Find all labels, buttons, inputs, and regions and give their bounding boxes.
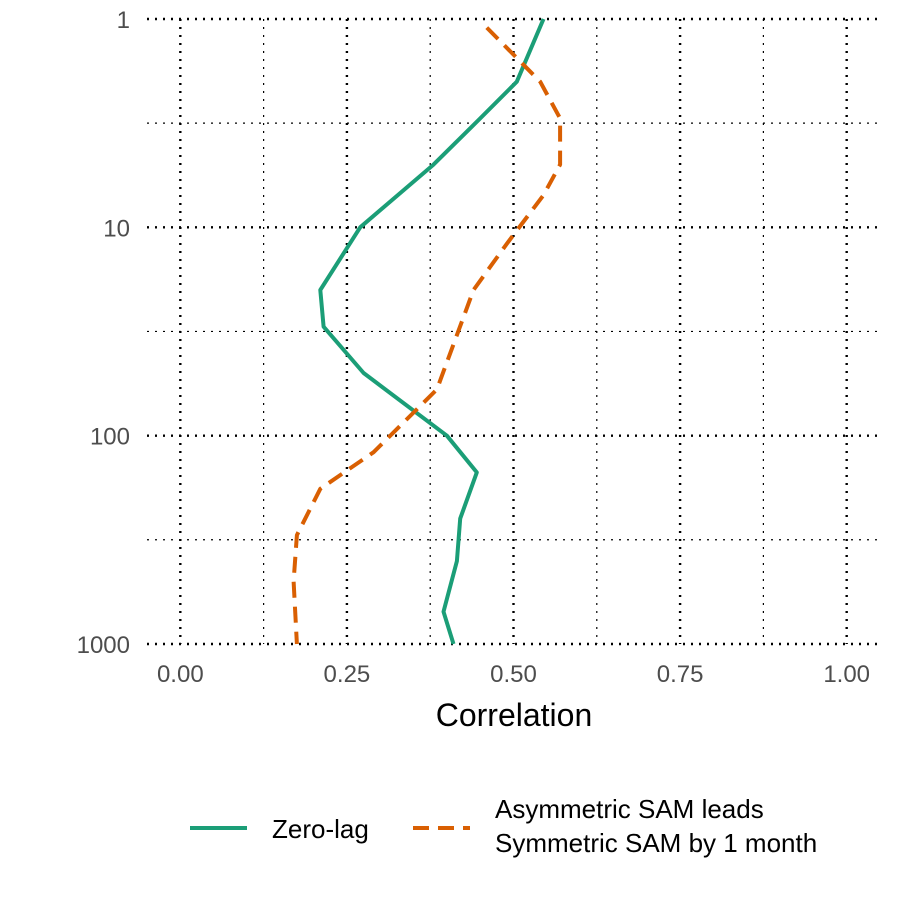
y-tick-label: 100 <box>90 424 130 451</box>
series-lines <box>291 18 563 645</box>
x-tick-label: 1.00 <box>823 661 870 688</box>
x-axis-ticks: 0.00 0.25 0.50 0.75 1.00 <box>157 661 870 688</box>
x-tick-label: 0.75 <box>657 661 704 688</box>
series-line-zero-lag <box>318 18 546 645</box>
y-axis-ticks: 1 10 100 1000 <box>77 7 130 659</box>
legend-label-asymmetric-leads: Asymmetric SAM leads Symmetric SAM by 1 m… <box>495 794 817 858</box>
x-tick-label: 0.25 <box>324 661 371 688</box>
legend: Zero-lag Asymmetric SAM leads Symmetric SA… <box>190 794 817 858</box>
series-line-asymmetric-leads <box>291 26 563 645</box>
x-tick-label: 0.00 <box>157 661 204 688</box>
x-axis-title: Correlation <box>436 697 593 733</box>
y-tick-label: 1 <box>117 7 130 34</box>
y-tick-label: 1000 <box>77 632 130 659</box>
grid <box>147 17 880 646</box>
y-tick-label: 10 <box>103 215 130 242</box>
legend-label-zero-lag: Zero-lag <box>272 814 369 844</box>
x-tick-label: 0.50 <box>490 661 537 688</box>
